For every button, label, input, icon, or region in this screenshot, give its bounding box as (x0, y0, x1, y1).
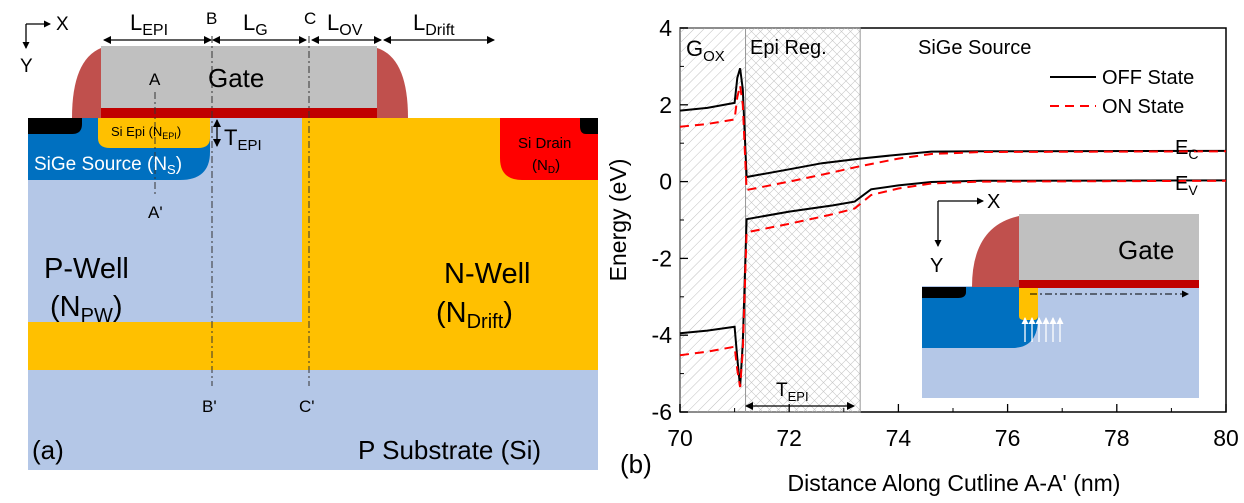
cut-b-prime-label: B' (202, 397, 217, 416)
x-tick-label-78: 78 (1104, 425, 1130, 451)
inset-sige-source (922, 287, 1038, 348)
inset-axes-indicator: X Y (930, 191, 1000, 277)
p-well-label-2: (NPW) (50, 291, 123, 327)
inset-gate (1019, 214, 1199, 280)
off-state-ev-curve (679, 179, 1227, 388)
inset-si-epi-main (1019, 287, 1038, 320)
inset-x-label: X (987, 191, 1000, 213)
xy-axes-indicator: X Y (20, 14, 69, 77)
p-substrate-label: P Substrate (Si) (358, 435, 541, 465)
x-tick-label-70: 70 (667, 425, 693, 451)
band-curves (679, 68, 1227, 388)
y-tick-label--2: -2 (652, 245, 672, 271)
panel-b-chart: 70 72 74 76 78 80 4 2 0 -2 -4 -6 GOX Epi Reg. SiGe … (605, 15, 1239, 496)
x-axis-title: Distance Along Cutline A-A' (nm) (788, 470, 1121, 496)
cut-a-label: A (149, 70, 161, 89)
y-tick-label-0: 0 (659, 169, 672, 195)
gate-electrode (101, 46, 377, 108)
x-tick-label-80: 80 (1213, 425, 1239, 451)
source-contact (28, 118, 82, 134)
l-drift-label: LDrift (413, 10, 455, 39)
inset-gate-label: Gate (1118, 235, 1174, 265)
inset-spacer (972, 216, 1019, 287)
cut-b-label: B (206, 9, 217, 28)
region-epi-label: Epi Reg. (750, 37, 827, 59)
si-epi-label: Si Epi (NEPI) (111, 124, 181, 141)
inset-schematic: Gate X Y (922, 191, 1199, 398)
region-gox-label: GOX (686, 36, 725, 65)
n-well-label-2: (NDrift) (436, 297, 513, 333)
l-g-label: LG (243, 10, 268, 39)
axis-ticks: 70 72 74 76 78 80 4 2 0 -2 -4 -6 (652, 15, 1239, 451)
ev-label: EV (1175, 173, 1198, 198)
p-substrate (28, 370, 598, 470)
spacer-right (377, 48, 408, 118)
l-epi-label: LEPI (130, 10, 168, 39)
legend-off-label: OFF State (1102, 67, 1194, 89)
inset-contact (922, 287, 966, 298)
cut-a-prime-label: A' (148, 203, 163, 222)
y-axis-title: Energy (eV) (605, 159, 631, 282)
gate-label: Gate (208, 63, 264, 93)
si-drain-label-2: (ND) (532, 157, 560, 176)
axis-y-label: Y (20, 56, 33, 77)
drain-contact (580, 118, 598, 134)
inset-gate-oxide (1019, 280, 1199, 288)
spacer-left (72, 48, 101, 118)
x-tick-label-76: 76 (995, 425, 1021, 451)
panel-a-label: (a) (32, 435, 64, 465)
y-tick-label--6: -6 (652, 399, 672, 425)
panel-b-label: (b) (620, 449, 652, 479)
on-state-ev-curve (679, 179, 1227, 388)
t-epi-label: TEPI (224, 125, 262, 154)
cutlines (154, 36, 310, 386)
cut-c-label: C (304, 9, 316, 28)
ec-label: EC (1175, 137, 1198, 162)
legend-on-label: ON State (1102, 96, 1184, 118)
si-drain-region (500, 118, 598, 180)
si-epi-region (98, 118, 210, 148)
cut-c-prime-label: C' (299, 397, 315, 416)
y-tick-label-2: 2 (659, 92, 672, 118)
y-tick-label-4: 4 (659, 15, 672, 41)
gate-oxide (101, 108, 377, 118)
legend: OFF State ON State (1050, 67, 1194, 118)
sige-source-label: SiGe Source (NS) (34, 154, 182, 177)
x-tick-label-72: 72 (776, 425, 802, 451)
off-state-ec-curve (679, 68, 1227, 179)
inset-y-label: Y (930, 255, 943, 277)
t-epi-chart-label: TEPI (776, 380, 809, 404)
on-state-ec-curve (679, 85, 1227, 192)
x-tick-label-74: 74 (886, 425, 912, 451)
si-drain-label-1: Si Drain (518, 135, 571, 152)
l-ov-label: LOV (327, 10, 363, 39)
n-well-label-1: N-Well (444, 258, 530, 290)
region-shading (679, 27, 861, 413)
region-sige-label: SiGe Source (918, 37, 1031, 59)
p-well-label-1: P-Well (44, 253, 129, 285)
axis-x-label: X (56, 14, 69, 35)
y-tick-label--4: -4 (652, 322, 673, 348)
inset-upward-arrows (1021, 317, 1064, 342)
panel-a: X Y LEPI B LG C LOV LDrift Gate A A' B' … (20, 9, 598, 470)
